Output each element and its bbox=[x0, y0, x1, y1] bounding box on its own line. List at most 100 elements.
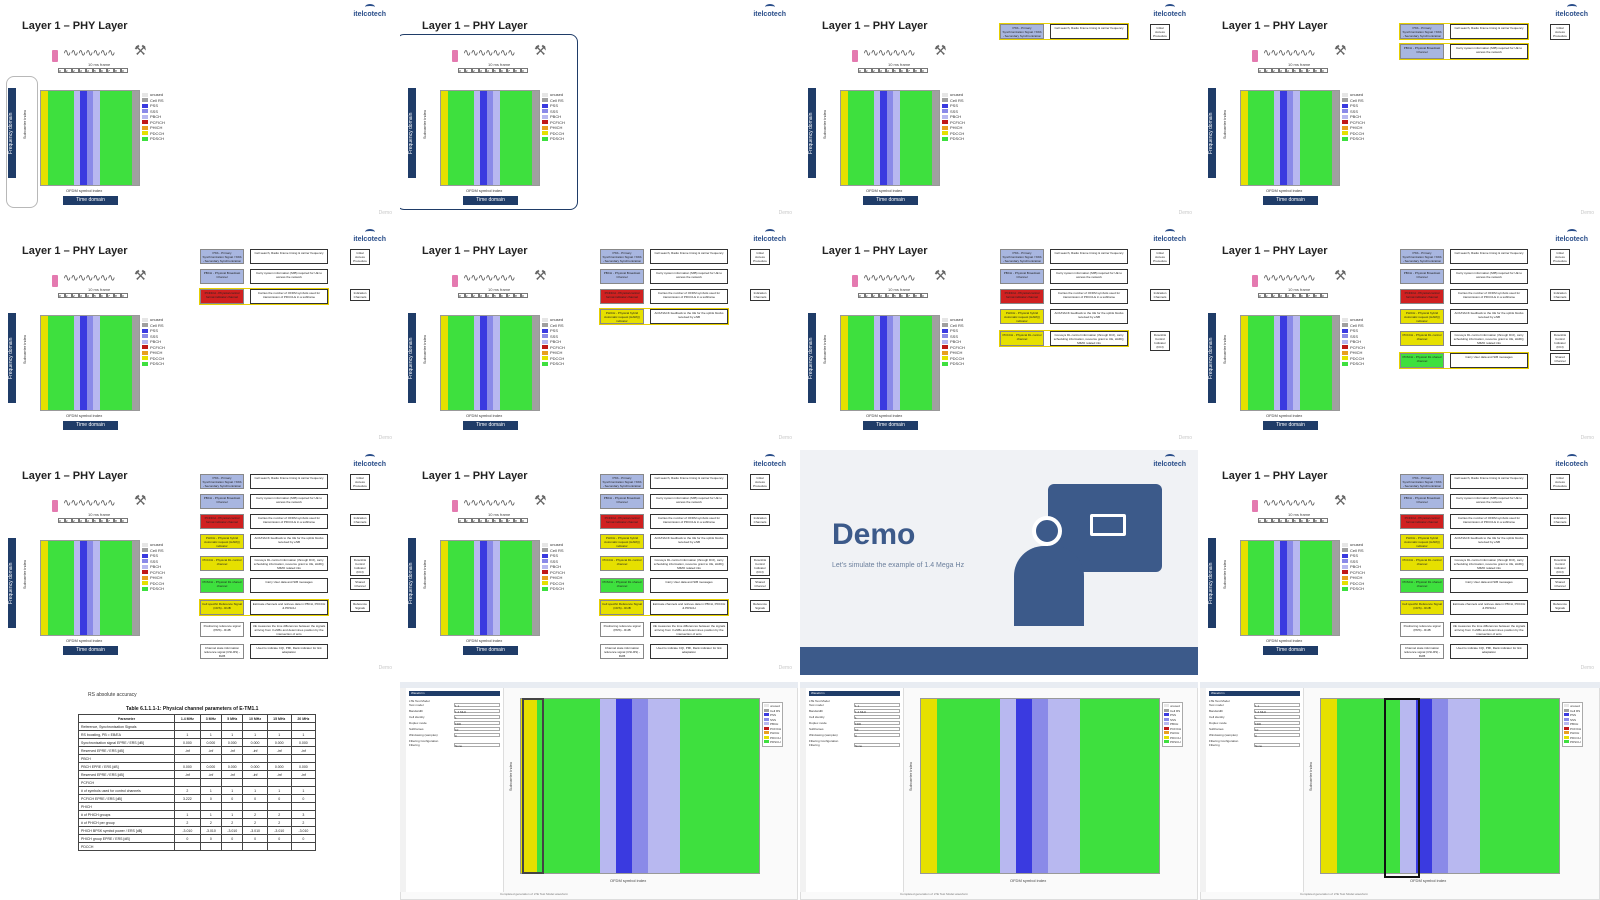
slide-thumbnail[interactable]: Waveform LTE Test Model Test model 1.1 Ban… bbox=[1200, 682, 1600, 900]
filter-section-title[interactable]: Filtering Configuration bbox=[409, 739, 439, 743]
time-domain-label: Time domain bbox=[863, 421, 918, 430]
filter-section-title[interactable]: Filtering Configuration bbox=[809, 739, 839, 743]
channel-description: ACK/NACK feedback to the UE for the upli… bbox=[1050, 309, 1128, 324]
field-label: Duplex mode bbox=[809, 721, 827, 725]
legend-item: unused bbox=[542, 92, 565, 98]
resource-grid-column bbox=[125, 316, 133, 410]
channel-row: PCFICH - Physical control format indicat… bbox=[1000, 289, 1128, 304]
slide-thumbnail[interactable]: Layer 1 – PHY Layer itelcotech Demo ∿∿∿∿… bbox=[400, 450, 798, 675]
filtering-select[interactable]: None bbox=[854, 743, 900, 748]
slide-thumbnail[interactable]: Layer 1 – PHY Layer itelcotech Demo ∿∿∿∿… bbox=[800, 225, 1198, 445]
table-cell: 1 bbox=[221, 730, 244, 739]
legend-item: PBCH bbox=[142, 114, 165, 120]
legend-swatch bbox=[1342, 125, 1348, 130]
slide-thumbnail[interactable]: Layer 1 – PHY Layer itelcotech Demo ∿∿∿∿… bbox=[1200, 225, 1600, 445]
side-icon-bar[interactable] bbox=[1200, 688, 1206, 892]
field-label: Subframes bbox=[1209, 727, 1224, 731]
frame-slot: 5 bbox=[493, 68, 500, 73]
legend-swatch bbox=[942, 103, 948, 108]
slide-thumbnail[interactable]: Layer 1 – PHY Layer itelcotech Demo ∿∿∿∿… bbox=[0, 450, 398, 675]
field-input[interactable]: 10 bbox=[1254, 727, 1300, 732]
table-cell: 2 bbox=[199, 818, 223, 827]
legend-swatch bbox=[942, 345, 948, 350]
table-cell: -inf bbox=[199, 746, 223, 755]
legend-label: PSS bbox=[150, 103, 159, 108]
table-row: PDCCH bbox=[77, 842, 317, 851]
resource-grid-column bbox=[1312, 316, 1320, 410]
slide-thumbnail[interactable]: Waveform LTE Test Model Test model 1.1 Ban… bbox=[800, 682, 1198, 900]
frequency-domain-label: Frequency domain bbox=[408, 538, 416, 628]
filtering-select[interactable]: None bbox=[454, 743, 500, 748]
legend-swatch bbox=[142, 570, 148, 575]
legend-label: PDSCH bbox=[770, 740, 781, 744]
frame-slot: 2 bbox=[472, 68, 479, 73]
section-title[interactable]: LTE Test Model bbox=[809, 699, 830, 703]
resource-grid-plot[interactable] bbox=[920, 698, 1160, 874]
radio-wave-icon: ∿∿∿∿∿∿∿ bbox=[463, 273, 516, 284]
slide-thumbnail[interactable]: Waveform LTE Test Model Test model 1.1 Ban… bbox=[400, 682, 798, 900]
legend: unused Cell RS PSS SSS PBCH PCFICH PHICH PDCCH P… bbox=[142, 317, 165, 367]
resource-grid-column bbox=[60, 316, 68, 410]
legend-label: PDCCH bbox=[550, 355, 565, 361]
legend: unused Cell RS PSS SSS PBCH PCFICH PHICH PDCCH P… bbox=[542, 317, 565, 367]
table-cell: 3 bbox=[290, 810, 317, 819]
field-input[interactable]: 0 bbox=[854, 733, 900, 738]
field-input[interactable]: 1.4 MHz bbox=[454, 709, 500, 714]
slide-thumbnail[interactable]: RS absolute accuracy Table 6.1.1.1-1: Ph… bbox=[0, 682, 398, 900]
section-title[interactable]: LTE Test Model bbox=[409, 699, 430, 703]
field-input[interactable]: 0 bbox=[1254, 733, 1300, 738]
filter-section-title[interactable]: Filtering Configuration bbox=[1209, 739, 1239, 743]
slide-thumbnail[interactable]: Layer 1 – PHY Layer itelcotech Demo ∿∿∿∿… bbox=[0, 0, 398, 220]
laptop-icon bbox=[1090, 514, 1126, 536]
field-input[interactable]: FDD bbox=[854, 721, 900, 726]
field-input[interactable]: 1 bbox=[854, 715, 900, 720]
table-cell: PBCH bbox=[77, 754, 176, 763]
slide-thumbnail[interactable]: itelcotech Demo Let's simulate the examp… bbox=[800, 450, 1198, 675]
resource-grid-plot[interactable] bbox=[520, 698, 760, 874]
field-input[interactable]: 1.1 bbox=[854, 703, 900, 708]
radio-wave-icon: ∿∿∿∿∿∿∿ bbox=[463, 48, 516, 59]
filtering-select[interactable]: None bbox=[1254, 743, 1300, 748]
field-input[interactable]: 1.4 MHz bbox=[854, 709, 900, 714]
resource-grid-column bbox=[99, 316, 107, 410]
field-input[interactable]: 10 bbox=[454, 727, 500, 732]
legend-label: PSS bbox=[150, 553, 159, 558]
slide-thumbnail[interactable]: Layer 1 – PHY Layer itelcotech Demo ∿∿∿∿… bbox=[1200, 0, 1600, 220]
resource-grid-column bbox=[1325, 316, 1333, 410]
legend-item: PDCCH bbox=[1342, 581, 1365, 587]
field-input[interactable]: 0 bbox=[454, 733, 500, 738]
legend-item: PHICH bbox=[1164, 731, 1181, 736]
field-input[interactable]: FDD bbox=[1254, 721, 1300, 726]
side-icon-bar[interactable] bbox=[400, 688, 406, 892]
channel-description: Cell search, Radio Frame timing & carrie… bbox=[1050, 249, 1128, 264]
field-input[interactable]: 1 bbox=[1254, 715, 1300, 720]
itelcotech-logo: itelcotech bbox=[1153, 454, 1186, 468]
table-cell: PHICH BPSK symbol power / ERS [dB] bbox=[77, 826, 176, 835]
field-input[interactable]: 10 bbox=[854, 727, 900, 732]
legend-swatch bbox=[1342, 553, 1348, 558]
slide-thumbnail[interactable]: Layer 1 – PHY Layer itelcotech Demo ∿∿∿∿… bbox=[0, 225, 398, 445]
radio-wave-icon: ∿∿∿∿∿∿∿ bbox=[1263, 498, 1316, 509]
legend-item: SSS bbox=[1342, 334, 1365, 340]
slide-thumbnail[interactable]: Layer 1 – PHY Layer itelcotech Demo ∿∿∿∿… bbox=[1200, 450, 1600, 675]
frequency-domain-label: Frequency domain bbox=[8, 538, 16, 628]
field-input[interactable]: FDD bbox=[454, 721, 500, 726]
resource-grid-column bbox=[1384, 699, 1401, 873]
section-title[interactable]: LTE Test Model bbox=[1209, 699, 1230, 703]
slide-thumbnail[interactable]: Layer 1 – PHY Layer itelcotech Demo ∿∿∿∿… bbox=[800, 0, 1198, 220]
legend-swatch bbox=[1164, 704, 1169, 707]
table-cell: 2 bbox=[266, 810, 292, 819]
frame-slot: 9 bbox=[921, 293, 928, 298]
antenna-tower-icon: ⚒ bbox=[134, 267, 147, 283]
frame-slot: 8 bbox=[514, 68, 521, 73]
side-icon-bar[interactable] bbox=[800, 688, 806, 892]
legend-label: unused bbox=[950, 317, 964, 322]
field-input[interactable]: 1.4 MHz bbox=[1254, 709, 1300, 714]
field-input[interactable]: 1.1 bbox=[454, 703, 500, 708]
slide-thumbnail[interactable]: Layer 1 – PHY Layer itelcotech Demo ∿∿∿∿… bbox=[400, 225, 798, 445]
slide-thumbnail[interactable]: Layer 1 – PHY Layer itelcotech Demo ∿∿∿∿… bbox=[400, 0, 798, 220]
field-input[interactable]: 1.1 bbox=[1254, 703, 1300, 708]
resource-grid-plot[interactable] bbox=[1320, 698, 1560, 874]
field-input[interactable]: 1 bbox=[454, 715, 500, 720]
